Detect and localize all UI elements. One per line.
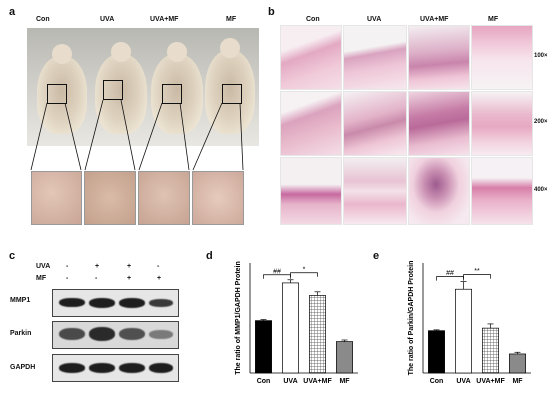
bar-uva-mf: [309, 295, 326, 374]
bar-uva: [455, 288, 472, 374]
magnification-100x: 100×: [534, 53, 548, 59]
zoom-box-uva-mf: [162, 84, 182, 104]
panel-a-letter: a: [9, 6, 16, 18]
histology-mf-200x: [471, 91, 533, 156]
mf-mark-3: +: [127, 275, 132, 282]
panel-a-label-uva: UVA: [100, 16, 115, 23]
blot-mmp1-band-3: [119, 298, 145, 308]
parkin-chart: The ratio of Parkin/GAPDH Protein Con UVA U…: [408, 261, 531, 385]
mouse-uva: [95, 42, 147, 134]
significance-label: ##: [446, 270, 454, 277]
panel-d-letter: d: [206, 250, 213, 262]
blot-gapdh-band-2: [89, 363, 115, 373]
y-axis-label: The ratio of MMP1/GAPDH Protein: [235, 261, 242, 375]
bar-mf: [509, 353, 526, 374]
skin-crop-mf: [192, 171, 244, 225]
zoom-lines: [30, 100, 244, 171]
panel-b-letter: b: [268, 6, 275, 18]
uva-mark-3: +: [127, 263, 132, 270]
blot-parkin-band-1: [59, 328, 85, 340]
blot-parkin-band-2: [89, 327, 115, 341]
blot-mmp1: [52, 289, 179, 317]
mf-mark-1: -: [66, 275, 69, 282]
category-label: MF: [512, 378, 523, 385]
histology-mf-100x: [471, 25, 533, 90]
significance-label: *: [303, 266, 306, 273]
blot-gapdh-band-4: [149, 363, 173, 373]
treatment-mf-label: MF: [36, 275, 47, 282]
blot-parkin-band-3: [119, 328, 145, 340]
panel-a-label-uva-mf: UVA+MF: [150, 16, 179, 23]
panel-a-label-mf: MF: [226, 16, 237, 23]
panel-c-letter: c: [9, 250, 16, 262]
bar-con: [255, 320, 272, 374]
skin-crop-uva: [84, 171, 136, 225]
histology-uva-100x: [343, 25, 407, 90]
uva-mark-2: +: [95, 263, 100, 270]
blot-mmp1-band-4: [149, 299, 173, 307]
category-label: Con: [257, 378, 271, 385]
significance-label: **: [474, 268, 480, 275]
panel-b-label-uva-mf: UVA+MF: [420, 16, 449, 23]
category-label: UVA: [456, 378, 470, 385]
blot-mmp1-band-1: [59, 298, 85, 307]
mmp1-chart: The ratio of MMP1/GAPDH Protein Con UVA UVA…: [235, 261, 358, 385]
bar-con: [428, 330, 445, 374]
panel-b-label-mf: MF: [488, 16, 499, 23]
protein-label-gapdh: GAPDH: [10, 364, 36, 371]
mouse-mf: [205, 38, 255, 134]
histology-mf-400x: [471, 157, 533, 225]
mouse-uva-mf: [151, 42, 203, 134]
histology-uva-mf-100x: [408, 25, 470, 90]
uva-mark-1: -: [66, 263, 69, 270]
histology-con-400x: [280, 157, 342, 225]
significance-bracket: [463, 274, 491, 279]
significance-bracket: [436, 276, 464, 281]
category-label: MF: [339, 378, 350, 385]
bar-uva-mf: [482, 327, 499, 374]
histology-uva-200x: [343, 91, 407, 156]
histology-con-100x: [280, 25, 342, 90]
mf-mark-4: +: [157, 275, 162, 282]
significance-label: ##: [273, 268, 281, 275]
zoom-box-mf: [222, 84, 242, 104]
blot-gapdh-band-1: [59, 363, 85, 373]
histology-con-200x: [280, 91, 342, 156]
bar-mf: [336, 341, 353, 374]
skin-crop-uva-mf: [138, 171, 190, 225]
blot-gapdh: [52, 354, 179, 382]
panel-b-label-uva: UVA: [367, 16, 382, 23]
treatment-uva-label: UVA: [36, 263, 51, 270]
mouse-con: [37, 44, 87, 134]
zoom-box-con: [47, 84, 67, 104]
blot-gapdh-band-3: [119, 363, 145, 373]
bar-uva: [282, 282, 299, 374]
panel-b-label-con: Con: [306, 16, 320, 23]
significance-bracket: [290, 272, 318, 277]
protein-label-mmp1: MMP1: [10, 297, 31, 304]
magnification-200x: 200×: [534, 119, 548, 125]
magnification-400x: 400×: [534, 187, 548, 193]
category-label: UVA+MF: [303, 378, 332, 385]
category-label: UVA: [283, 378, 297, 385]
mf-mark-2: -: [95, 275, 98, 282]
histology-uva-mf-400x: [408, 157, 470, 225]
histology-uva-400x: [343, 157, 407, 225]
histology-uva-mf-200x: [408, 91, 470, 156]
significance-bracket: [263, 274, 291, 279]
blot-parkin-band-4: [149, 330, 173, 339]
blot-mmp1-band-2: [89, 298, 115, 308]
zoom-box-uva: [103, 80, 123, 100]
panel-e-letter: e: [373, 250, 380, 262]
category-label: UVA+MF: [476, 378, 505, 385]
mice-photo: [27, 28, 259, 146]
skin-crop-con: [31, 171, 82, 225]
category-label: Con: [430, 378, 444, 385]
blot-parkin: [52, 321, 179, 349]
uva-mark-4: -: [157, 263, 160, 270]
protein-label-parkin: Parkin: [10, 330, 32, 337]
y-axis-label: The ratio of Parkin/GAPDH Protein: [408, 261, 415, 376]
panel-a-label-con: Con: [36, 16, 50, 23]
